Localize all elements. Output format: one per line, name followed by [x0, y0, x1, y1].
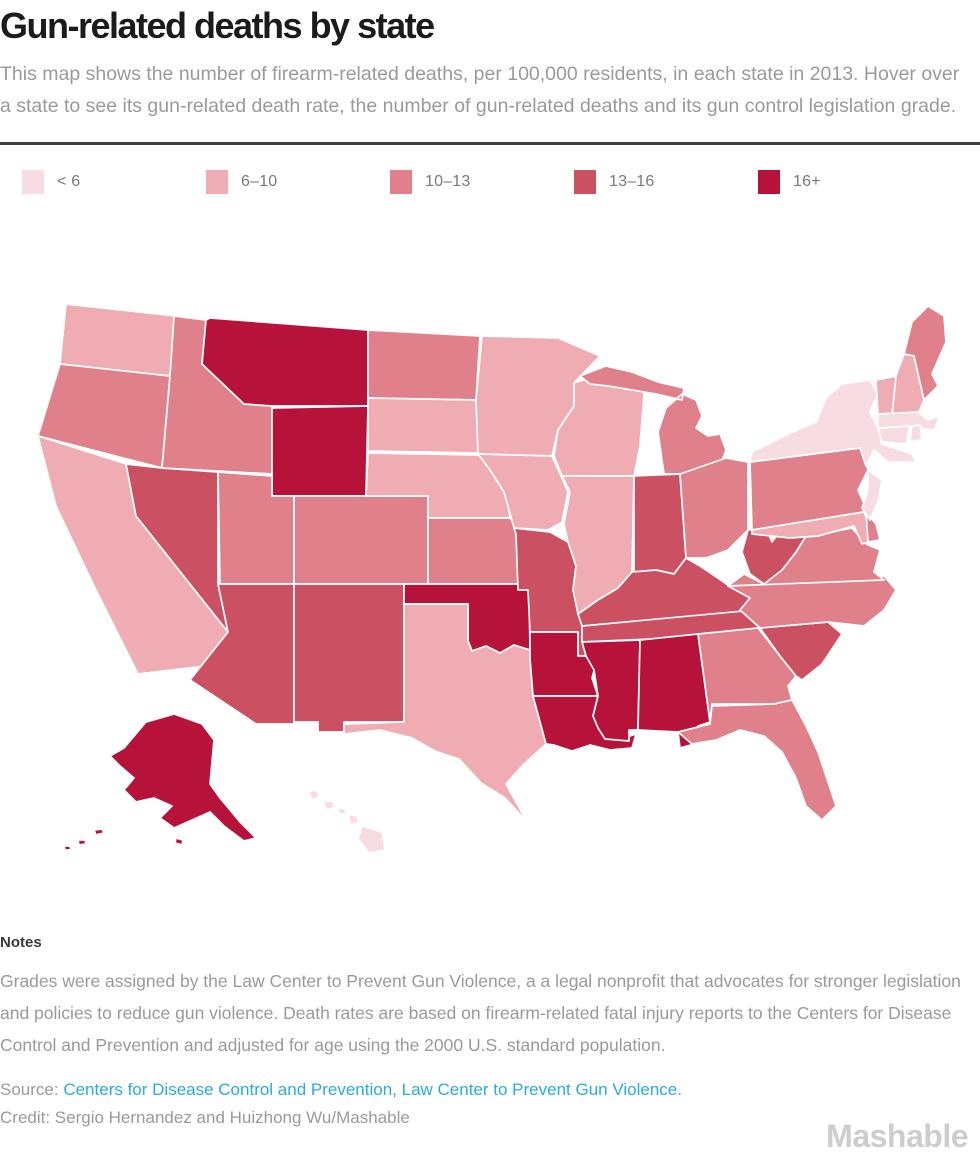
- legend-label: < 6: [57, 172, 81, 190]
- page-title: Gun-related deaths by state: [0, 5, 435, 46]
- legend-item: < 6: [22, 169, 206, 194]
- notes-heading: Notes: [0, 934, 42, 951]
- header: Gun-related deaths by state This map sho…: [0, 0, 980, 122]
- legend-swatch-16plus-icon: [758, 169, 780, 194]
- state-tx[interactable]: [343, 603, 547, 823]
- state-nm[interactable]: [293, 583, 405, 733]
- notes-body: Grades were assigned by the Law Center t…: [0, 971, 961, 1055]
- state-sd[interactable]: [367, 397, 483, 454]
- source-link-law-center[interactable]: Law Center to Prevent Gun Violence.: [401, 1080, 682, 1099]
- state-me[interactable]: [903, 305, 947, 401]
- state-in[interactable]: [633, 473, 687, 575]
- state-ks[interactable]: [427, 517, 519, 585]
- legend-label: 6–10: [241, 172, 278, 190]
- source-link-cdc[interactable]: Centers for Disease Control and Preventi…: [63, 1080, 397, 1099]
- state-nj[interactable]: [861, 469, 883, 521]
- state-mt[interactable]: [201, 317, 369, 407]
- legend-swatch-13-16-icon: [574, 169, 596, 194]
- state-ar[interactable]: [529, 631, 599, 697]
- source-line: Source: Centers for Disease Control and …: [0, 1080, 682, 1100]
- legend-swatch-6-10-icon: [206, 169, 228, 194]
- divider-rule: [0, 141, 980, 145]
- credit-line: Credit: Sergio Hernandez and Huizhong Wu…: [0, 1108, 410, 1127]
- legend-item: 10–13: [390, 169, 574, 194]
- legend-label: 10–13: [425, 172, 471, 190]
- legend-swatch-10-13-icon: [390, 169, 412, 194]
- state-oh[interactable]: [679, 457, 749, 559]
- state-sc[interactable]: [759, 621, 843, 681]
- page-subtitle: This map shows the number of firearm-rel…: [0, 62, 960, 117]
- legend-item: 13–16: [574, 169, 758, 194]
- us-map-svg: [37, 303, 947, 854]
- notes-section: Notes Grades were assigned by the Law Ce…: [0, 934, 968, 1061]
- legend-swatch-lt6-icon: [22, 169, 44, 194]
- legend-item: 6–10: [206, 169, 390, 194]
- legend: < 6 6–10 10–13 13–16 16+: [0, 169, 980, 195]
- legend-label: 16+: [793, 172, 821, 190]
- legend-item: 16+: [758, 169, 942, 194]
- state-ri[interactable]: [909, 424, 923, 443]
- legend-label: 13–16: [609, 172, 655, 190]
- state-fl[interactable]: [677, 699, 837, 821]
- state-ak[interactable]: [63, 713, 257, 851]
- state-hi[interactable]: [307, 789, 386, 854]
- state-wv[interactable]: [741, 523, 807, 585]
- state-co[interactable]: [293, 495, 429, 585]
- state-wy[interactable]: [271, 405, 369, 497]
- source-label: Source:: [0, 1080, 59, 1099]
- state-il[interactable]: [561, 475, 635, 615]
- state-nc[interactable]: [727, 575, 897, 629]
- mashable-logo: Mashable: [826, 1118, 968, 1154]
- state-nd[interactable]: [367, 329, 481, 401]
- state-ny[interactable]: [749, 379, 917, 467]
- state-ct[interactable]: [877, 425, 911, 445]
- state-ia[interactable]: [477, 453, 569, 531]
- us-choropleth-map: [0, 272, 980, 887]
